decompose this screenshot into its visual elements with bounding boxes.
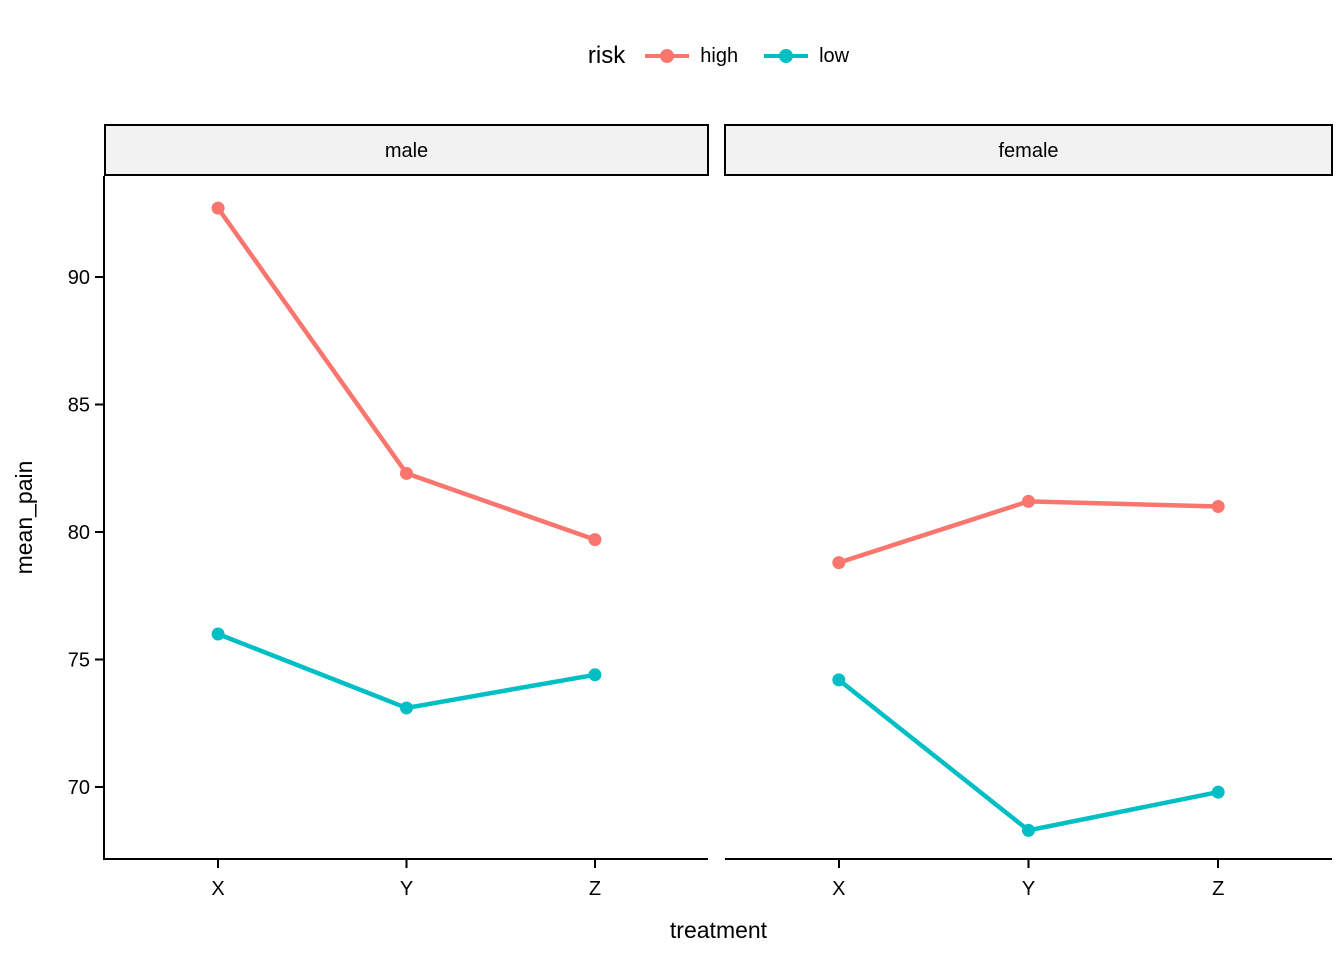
y-tick-label: 90 (68, 267, 90, 289)
y-tick-label: 80 (68, 522, 90, 544)
legend-item-low: low (764, 45, 849, 68)
facet-strip-female (724, 124, 1333, 176)
legend-key-line-point-icon (645, 45, 690, 67)
legend-key-line-point-icon (764, 45, 809, 67)
data-point-high-female (1022, 494, 1035, 508)
data-point-low-female (1022, 823, 1035, 837)
data-point-high-male (588, 533, 602, 547)
series-line-high-male (216, 206, 596, 542)
legend-item-high: high (645, 45, 738, 68)
series-line-high-female (838, 499, 1219, 565)
x-tick-label: Z (1212, 878, 1224, 900)
legend-title: risk (587, 42, 626, 69)
data-point-high-female (1211, 500, 1225, 513)
x-tick-label: Y (400, 878, 413, 900)
legend-item-label: high (700, 44, 739, 67)
y-tick-label: 70 (68, 777, 90, 799)
facet-strip-label: male (385, 140, 428, 162)
x-tick-label: Y (1022, 878, 1035, 900)
data-point-high-male (211, 201, 225, 215)
series-line-low-male (217, 631, 596, 711)
y-tick-label: 85 (68, 395, 90, 417)
x-tick-label: Z (589, 878, 601, 900)
y-tick-label: 75 (68, 650, 90, 672)
data-point-high-female (832, 556, 846, 570)
data-point-low-male (211, 627, 225, 641)
legend-item-label: low (819, 44, 850, 67)
x-axis-title: treatment (670, 917, 768, 943)
legend: risk high low (105, 28, 1332, 84)
legend-items: high low (645, 45, 849, 68)
data-point-low-female (832, 673, 846, 687)
data-point-low-male (400, 701, 413, 715)
facet-strip-label: female (998, 140, 1058, 162)
x-tick-label: X (211, 878, 224, 900)
y-axis-title: mean_pain (11, 461, 37, 575)
data-point-low-female (1211, 785, 1225, 799)
facet-strip-male (104, 124, 709, 176)
data-point-low-male (588, 668, 602, 682)
x-tick-label: X (832, 878, 845, 900)
data-point-high-male (400, 466, 413, 480)
series-line-low-female (837, 678, 1219, 833)
